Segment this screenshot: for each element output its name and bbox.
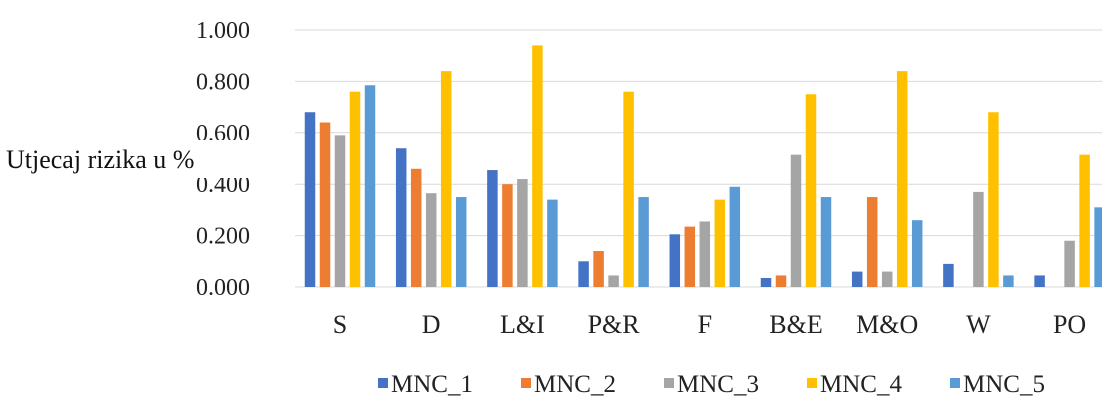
- y-axis-label-backdrop: [4, 140, 262, 178]
- bar-mnc-5: [364, 85, 376, 287]
- bar-mnc-3: [881, 271, 893, 287]
- x-category-label: B&E: [769, 310, 822, 339]
- legend-swatch: [664, 378, 674, 388]
- bar-mnc-1: [760, 278, 772, 287]
- bar-mnc-2: [866, 197, 878, 287]
- bar-mnc-4: [623, 91, 634, 288]
- bar-mnc-3: [334, 135, 346, 287]
- bar-mnc-4: [440, 71, 452, 288]
- x-category-label: F: [698, 310, 712, 339]
- bar-mnc-4: [1079, 154, 1090, 287]
- bar-mnc-2: [410, 168, 422, 287]
- bar-mnc-3: [699, 221, 711, 287]
- bar-mnc-1: [669, 234, 681, 287]
- bar-mnc-1: [1034, 275, 1045, 287]
- bar-mnc-1: [487, 170, 498, 287]
- bar-mnc-2: [684, 226, 696, 287]
- y-axis-label: Utjecaj rizika u %: [6, 145, 194, 174]
- bar-mnc-2: [775, 275, 787, 287]
- x-category-label: D: [422, 310, 441, 339]
- bar-mnc-3: [1064, 240, 1075, 287]
- bar-mnc-4: [896, 71, 908, 288]
- x-category-label: M&O: [856, 310, 918, 339]
- bar-mnc-2: [502, 184, 513, 287]
- legend-swatch: [521, 378, 531, 388]
- bar-mnc-5: [911, 220, 923, 287]
- x-category-label: PO: [1053, 310, 1086, 339]
- bar-mnc-5: [1003, 275, 1014, 287]
- bar-mnc-1: [851, 271, 863, 287]
- bars: [304, 45, 1102, 288]
- y-tick-label: 1.000: [196, 18, 250, 44]
- bar-mnc-3: [790, 154, 802, 287]
- bar-mnc-5: [1094, 207, 1102, 287]
- legend-label: MNC_2: [534, 371, 616, 398]
- bar-mnc-1: [395, 148, 407, 287]
- bar-mnc-4: [714, 199, 726, 287]
- bar-mnc-4: [988, 112, 999, 288]
- bar-mnc-3: [425, 193, 437, 287]
- bar-mnc-5: [547, 199, 558, 287]
- x-axis-category-labels: S D L&I P&R F B&E M&O W PO: [333, 310, 1086, 339]
- legend-label: MNC_5: [963, 371, 1045, 398]
- x-category-label: W: [966, 310, 991, 339]
- bar-mnc-3: [608, 275, 619, 287]
- bar-mnc-4: [349, 91, 361, 288]
- bar-mnc-4: [532, 45, 543, 287]
- bar-mnc-4: [805, 94, 817, 287]
- legend-label: MNC_4: [820, 371, 902, 398]
- bar-mnc-5: [820, 197, 832, 287]
- y-tick-label: 0.800: [196, 69, 250, 95]
- bar-mnc-5: [638, 197, 649, 287]
- bar-mnc-1: [578, 261, 589, 287]
- bar-mnc-1: [304, 112, 316, 288]
- bar-mnc-3: [973, 191, 984, 287]
- legend-label: MNC_1: [391, 371, 473, 398]
- bar-mnc-1: [943, 263, 954, 287]
- y-tick-label: 0.200: [196, 224, 250, 250]
- x-category-label: P&R: [588, 310, 641, 339]
- bar-mnc-2: [319, 122, 331, 288]
- legend-swatch: [807, 378, 817, 388]
- y-tick-label: 0.000: [196, 275, 250, 301]
- bar-mnc-5: [455, 197, 467, 287]
- legend-swatch: [378, 378, 388, 388]
- legend-label: MNC_3: [677, 371, 759, 398]
- bar-mnc-5: [729, 186, 741, 287]
- bar-mnc-2: [593, 251, 604, 287]
- legend: MNC_1 MNC_2 MNC_3 MNC_4 MNC_5: [378, 371, 1045, 398]
- legend-swatch: [950, 378, 960, 388]
- x-category-label: S: [333, 310, 347, 339]
- x-category-label: L&I: [500, 310, 545, 339]
- bar-mnc-3: [517, 179, 528, 287]
